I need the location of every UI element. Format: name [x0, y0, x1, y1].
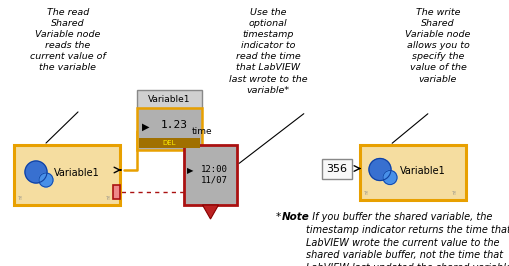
Circle shape [369, 159, 391, 181]
Text: *: * [276, 212, 281, 222]
Polygon shape [203, 205, 218, 219]
Circle shape [39, 173, 53, 187]
Circle shape [383, 171, 397, 185]
Bar [139, 138, 200, 148]
Text: ?!: ?! [18, 196, 23, 201]
Text: If you buffer the shared variable, the
timestamp indicator returns the time that: If you buffer the shared variable, the t… [306, 212, 509, 266]
Text: ?!: ?! [452, 191, 457, 196]
Text: time: time [192, 127, 213, 136]
Text: ?!: ?! [106, 196, 111, 201]
Text: Variable1: Variable1 [400, 165, 446, 176]
Text: ▶: ▶ [142, 122, 150, 132]
Text: 1.23: 1.23 [161, 120, 188, 130]
Bar [137, 108, 202, 150]
Bar [137, 90, 202, 108]
Text: The read
Shared
Variable node
reads the
current value of
the variable: The read Shared Variable node reads the … [30, 8, 106, 73]
Text: 11/07: 11/07 [201, 176, 228, 185]
Text: Note: Note [282, 212, 310, 222]
Bar [360, 145, 466, 200]
Text: Variable1: Variable1 [148, 94, 191, 103]
Text: Use the
optional
timestamp
indicator to
read the time
that LabVIEW
last wrote to: Use the optional timestamp indicator to … [229, 8, 307, 95]
Bar [14, 145, 120, 205]
Circle shape [25, 161, 47, 183]
Text: DEL: DEL [163, 140, 176, 146]
Bar [184, 145, 237, 205]
Bar [113, 185, 120, 199]
Bar [322, 159, 352, 178]
Text: Variable1: Variable1 [54, 168, 100, 178]
Text: ?!: ?! [364, 191, 369, 196]
Text: 356: 356 [326, 164, 348, 173]
Text: The write
Shared
Variable node
allows you to
specify the
value of the
variable: The write Shared Variable node allows yo… [405, 8, 471, 84]
Text: ▶: ▶ [187, 167, 193, 176]
Text: 12:00: 12:00 [201, 164, 228, 173]
